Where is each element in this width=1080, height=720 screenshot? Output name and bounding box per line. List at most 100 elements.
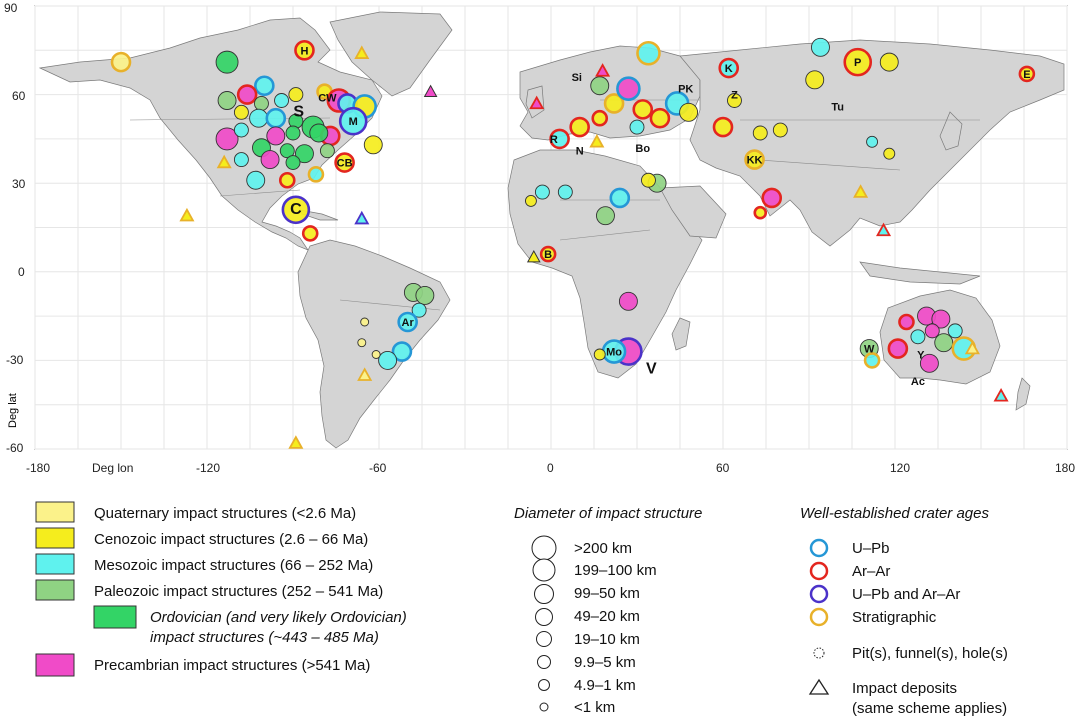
impact-crater-marker (279, 143, 295, 159)
site-label: C (290, 201, 302, 218)
impact-crater-marker (557, 184, 573, 200)
impact-crater-marker (295, 144, 314, 164)
y-tick-0: 0 (18, 265, 25, 279)
impact-crater-marker (752, 125, 768, 141)
diameter-symbol-50 (534, 584, 554, 604)
legend-arar: Ar–Ar (852, 563, 890, 580)
north-america-landmass (38, 17, 383, 251)
strat-symbol (809, 607, 829, 627)
diameter-legend: Diameter of impact structure >200 km 199… (514, 505, 702, 716)
impact-deposit-marker (526, 250, 541, 263)
x-tick-0: 0 (547, 461, 554, 475)
impact-crater-marker (215, 50, 239, 74)
impact-crater-marker (539, 245, 557, 263)
impact-crater-marker (712, 116, 734, 138)
legend-upb: U–Pb (852, 540, 890, 557)
impact-crater-marker (307, 166, 325, 183)
y-axis-label: Deg lat (7, 393, 19, 428)
impact-deposit-marker (354, 210, 370, 225)
y-tick-90: 90 (4, 1, 18, 15)
arar-symbol (809, 561, 829, 581)
impact-crater-marker (947, 323, 963, 339)
site-label: P (854, 57, 861, 69)
impact-crater-marker (285, 125, 301, 141)
swatch-precambrian (35, 653, 75, 677)
impact-deposit-marker (216, 154, 232, 169)
impact-deposit-marker (357, 367, 373, 381)
impact-crater-marker (254, 96, 269, 111)
ages-legend: Well-established crater ages U–Pb Ar–Ar … (800, 505, 1008, 717)
swatch-paleozoic (35, 579, 75, 601)
impact-crater-marker (887, 338, 909, 359)
ages-legend-title: Well-established crater ages (800, 505, 989, 522)
y-tick-30: 30 (12, 177, 26, 191)
diameter-100: 199–100 km (574, 562, 657, 579)
site-label: CW (318, 93, 337, 105)
impact-deposit-marker (595, 63, 611, 77)
impact-crater-marker (931, 309, 951, 329)
legend-strat: Stratigraphic (852, 609, 937, 626)
impact-deposit-marker (529, 95, 545, 110)
impact-crater-marker (236, 84, 258, 105)
x-tick-180: 180 (1055, 461, 1075, 475)
upb-symbol (809, 538, 829, 558)
x-tick-minus180: -180 (26, 461, 50, 475)
impact-crater-marker (591, 109, 609, 127)
site-label: B (544, 249, 552, 261)
craters-layer (110, 37, 1036, 373)
site-label: Ar (402, 317, 415, 329)
site-labels-layer: H CW S M CB C Ar R N Bo Si PK Z K P E Tu KK B Mo V W Y Ac (290, 45, 1030, 388)
impact-crater-marker (217, 91, 237, 110)
legend-mesozoic: Mesozoic impact structures (66 – 252 Ma) (94, 557, 373, 574)
impact-crater-marker (761, 187, 783, 209)
impact-crater-marker (718, 57, 740, 79)
swatch-cenozoic (35, 527, 75, 549)
impact-crater-marker (294, 39, 315, 61)
impact-crater-marker (415, 285, 435, 305)
impact-crater-marker (274, 93, 289, 108)
impact-crater-marker (866, 135, 879, 148)
impact-deposit-marker (423, 84, 438, 97)
site-label: Ac (911, 376, 925, 388)
diameter-symbol-lt1 (539, 702, 549, 712)
legend-quaternary: Quaternary impact structures (<2.6 Ma) (94, 505, 356, 522)
impact-crater-marker (549, 128, 570, 150)
impact-crater-marker (649, 107, 671, 129)
impact-crater-marker (309, 123, 329, 143)
impact-crater-marker (319, 143, 335, 159)
diameter-legend-title: Diameter of impact structure (514, 505, 702, 522)
impact-crater-marker (246, 170, 266, 190)
diameter-lt1: <1 km (574, 699, 615, 716)
both-symbol (809, 584, 829, 604)
legend-deposit: Impact deposits (852, 680, 957, 697)
site-label: M (349, 116, 358, 128)
impact-crater-marker (636, 40, 661, 66)
impact-crater-marker (215, 127, 239, 151)
impact-crater-marker (397, 311, 418, 333)
impact-crater-marker (603, 93, 625, 114)
impact-crater-marker (278, 171, 296, 189)
impact-crater-marker (632, 99, 654, 120)
site-label: S (293, 103, 304, 120)
impact-crater-marker (898, 313, 915, 331)
legend-paleozoic: Paleozoic impact structures (252 – 541 M… (94, 583, 383, 600)
impact-crater-marker (249, 108, 269, 128)
diameter-symbol-100 (532, 558, 556, 582)
site-label: Si (572, 72, 582, 84)
impact-crater-marker (919, 353, 939, 373)
japan-landmass (939, 111, 963, 151)
y-tick-minus60: -60 (6, 441, 24, 455)
impact-deposit-marker (876, 222, 892, 237)
impact-deposit-marker (853, 184, 869, 198)
legend-ordovician-line1: Ordovician (and very likely Ordovician) (150, 609, 407, 626)
legend-pit: Pit(s), funnel(s), hole(s) (852, 645, 1008, 662)
impact-crater-marker (744, 149, 765, 170)
impact-crater-marker (616, 76, 641, 101)
site-label: N (576, 146, 584, 158)
diameter-symbol-5 (537, 655, 551, 669)
legend-both: U–Pb and Ar–Ar (852, 586, 960, 603)
swatch-quaternary (35, 501, 75, 523)
x-axis-label: Deg lon (92, 461, 133, 475)
site-label: W (864, 344, 875, 356)
impact-crater-marker (265, 107, 287, 129)
